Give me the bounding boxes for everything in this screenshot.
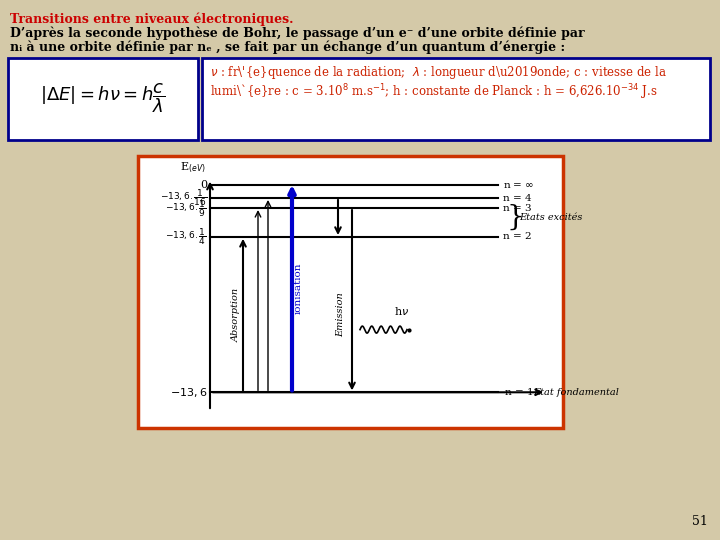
Text: $|\Delta E| = h\nu = h\dfrac{c}{\lambda}$: $|\Delta E| = h\nu = h\dfrac{c}{\lambda}… — [40, 81, 166, 115]
Text: n = 3: n = 3 — [503, 204, 531, 213]
Text: n = 4: n = 4 — [503, 193, 531, 202]
Text: n = 1: n = 1 — [505, 388, 534, 397]
Text: n = 2: n = 2 — [503, 232, 531, 241]
Text: 0: 0 — [200, 180, 207, 190]
Text: n = $\infty$: n = $\infty$ — [503, 181, 534, 190]
Text: nᵢ à une orbite définie par nₑ , se fait par un échange d’un quantum d’énergie :: nᵢ à une orbite définie par nₑ , se fait… — [10, 41, 565, 55]
Text: ionisation: ionisation — [294, 263, 302, 314]
Bar — [8, 58, 198, 140]
Text: $-13,6.\dfrac{1}{16}$: $-13,6.\dfrac{1}{16}$ — [160, 188, 207, 208]
Text: Etat fondamental: Etat fondamental — [533, 388, 619, 397]
Text: Transitions entre niveaux électroniques.: Transitions entre niveaux électroniques. — [10, 13, 294, 26]
Bar — [138, 156, 563, 428]
Text: Etats excités: Etats excités — [519, 213, 582, 222]
Text: Absorption: Absorption — [232, 287, 240, 342]
Text: $-13,6$: $-13,6$ — [169, 386, 207, 399]
Text: lumi\`{e}re : c = 3.10$^8$ m.s$^{-1}$; h : constante de Planck : h = 6,626.10$^{: lumi\`{e}re : c = 3.10$^8$ m.s$^{-1}$; h… — [210, 82, 658, 102]
Text: h$\nu$: h$\nu$ — [395, 305, 410, 316]
Text: $\nu$ : fr\'{e}quence de la radiation;  $\lambda$ : longueur d\u2019onde; c : vi: $\nu$ : fr\'{e}quence de la radiation; $… — [210, 64, 667, 81]
Text: E$_{(eV)}$: E$_{(eV)}$ — [180, 160, 206, 175]
Text: 51: 51 — [692, 515, 708, 528]
Bar — [202, 58, 710, 140]
Text: $-13,6.\dfrac{1}{4}$: $-13,6.\dfrac{1}{4}$ — [166, 226, 207, 247]
Text: D’après la seconde hypothèse de Bohr, le passage d’un e⁻ d’une orbite définie pa: D’après la seconde hypothèse de Bohr, le… — [10, 27, 585, 40]
Text: $-13,6.\dfrac{1}{9}$: $-13,6.\dfrac{1}{9}$ — [166, 198, 207, 219]
Text: Emission: Emission — [336, 292, 346, 337]
Text: }: } — [506, 204, 523, 231]
